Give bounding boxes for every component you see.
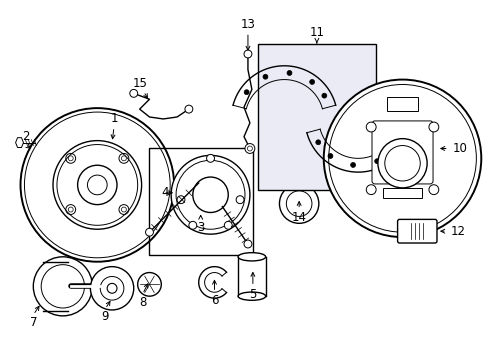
Circle shape [206,154,214,162]
Text: 13: 13 [240,18,255,31]
Circle shape [350,162,355,167]
Text: 14: 14 [291,211,306,224]
Circle shape [121,156,126,161]
Circle shape [247,146,252,151]
Bar [257,44,375,190]
Circle shape [68,207,73,212]
Circle shape [377,139,426,188]
Circle shape [138,273,161,296]
Text: 6: 6 [210,294,218,307]
Text: 1: 1 [110,112,118,125]
Circle shape [428,185,438,195]
Circle shape [366,185,375,195]
Circle shape [321,93,326,98]
Circle shape [33,257,92,316]
Circle shape [129,89,138,97]
Circle shape [286,71,291,76]
Text: 9: 9 [101,310,109,323]
Circle shape [121,207,126,212]
Circle shape [327,153,332,158]
Circle shape [171,156,249,234]
Circle shape [224,221,232,229]
Circle shape [184,105,192,113]
Text: 4: 4 [162,186,169,199]
Circle shape [323,80,480,237]
Circle shape [244,50,251,58]
Circle shape [107,283,117,293]
Text: 8: 8 [139,296,146,309]
Circle shape [393,143,398,148]
Circle shape [145,228,153,236]
Text: 5: 5 [249,288,256,301]
Circle shape [244,144,254,153]
Circle shape [315,140,320,145]
Bar [386,97,417,111]
Polygon shape [16,138,23,148]
FancyBboxPatch shape [371,121,432,184]
Text: 11: 11 [309,26,324,39]
Circle shape [244,90,248,95]
Circle shape [279,184,318,223]
Circle shape [192,177,228,212]
Text: 10: 10 [452,142,467,155]
Text: 12: 12 [450,225,465,238]
FancyBboxPatch shape [397,219,436,243]
Ellipse shape [238,292,265,300]
Text: 7: 7 [29,316,37,329]
Text: 15: 15 [132,77,147,90]
Circle shape [90,267,133,310]
Circle shape [263,74,267,79]
Circle shape [428,122,438,132]
Circle shape [374,159,379,164]
Bar [382,188,421,198]
Text: 2: 2 [21,130,29,143]
Bar [149,148,252,255]
Circle shape [309,80,314,84]
Circle shape [177,196,184,204]
Circle shape [236,196,244,204]
Circle shape [244,240,251,248]
Text: 3: 3 [197,221,204,234]
Circle shape [188,221,196,229]
Ellipse shape [238,253,265,261]
Circle shape [68,156,73,161]
Circle shape [87,175,107,195]
Circle shape [366,122,375,132]
